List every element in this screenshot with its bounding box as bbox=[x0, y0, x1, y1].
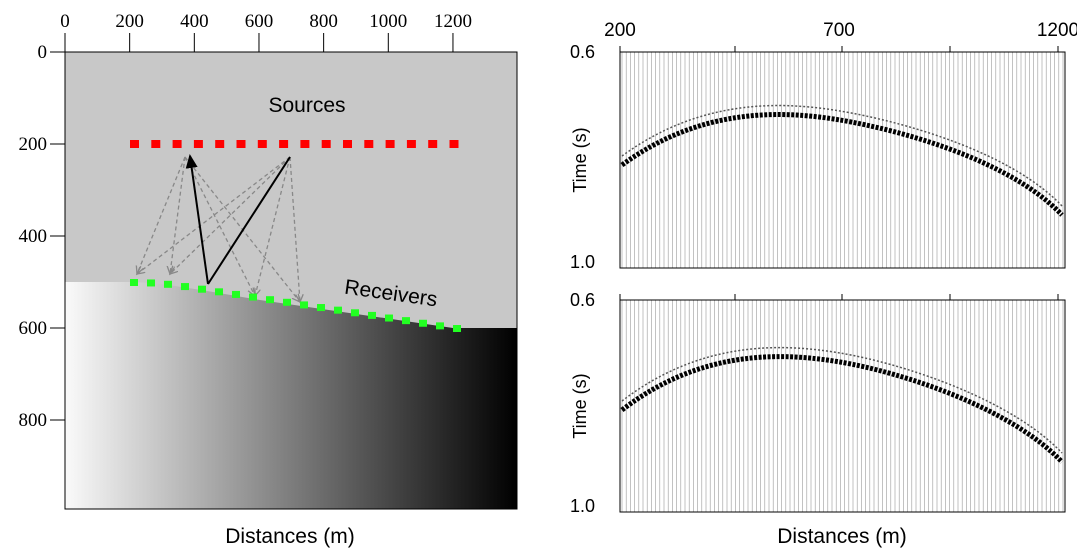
source bbox=[130, 140, 139, 148]
x-tick-label: 400 bbox=[180, 11, 209, 32]
source bbox=[449, 140, 459, 148]
panel-frame bbox=[619, 51, 1066, 269]
receiver bbox=[334, 306, 342, 314]
gather-panel: 0.6 1.0 Time (s) bbox=[570, 290, 1066, 516]
receiver bbox=[266, 296, 274, 304]
source bbox=[279, 140, 289, 148]
source bbox=[321, 140, 331, 148]
x-tick-label: 800 bbox=[309, 11, 338, 32]
x-tick-label: 200 bbox=[604, 20, 636, 41]
source bbox=[193, 140, 203, 148]
x-axis-label: Distances (m) bbox=[225, 525, 355, 548]
x-tick-label: 600 bbox=[245, 11, 274, 32]
receiver bbox=[402, 317, 410, 325]
receivers bbox=[130, 279, 461, 332]
receiver bbox=[419, 319, 427, 327]
receiver bbox=[215, 288, 223, 296]
receiver bbox=[232, 290, 240, 298]
source bbox=[343, 140, 352, 148]
y-tick-label: 600 bbox=[19, 318, 48, 339]
y-tick-label: 1.0 bbox=[570, 496, 595, 516]
receiver bbox=[368, 311, 376, 319]
y-tick-label: 0.6 bbox=[570, 290, 595, 310]
receiver bbox=[453, 325, 461, 332]
source bbox=[428, 140, 438, 148]
source bbox=[257, 140, 267, 148]
receiver bbox=[198, 285, 206, 293]
source bbox=[172, 140, 182, 148]
source bbox=[215, 140, 225, 148]
primary-ray bbox=[185, 154, 291, 285]
source bbox=[236, 140, 246, 148]
source bbox=[385, 140, 395, 148]
x-tick-label: 0 bbox=[60, 11, 70, 32]
subsurface bbox=[65, 282, 517, 509]
x-tick-label: 1000 bbox=[369, 11, 407, 32]
x-axis-label: Distances (m) bbox=[777, 525, 907, 548]
y-tick-label: 200 bbox=[19, 134, 48, 155]
receiver bbox=[147, 279, 155, 287]
receiver bbox=[130, 279, 138, 286]
x-tick-label: 700 bbox=[823, 20, 855, 41]
x-tick-label: 200 bbox=[115, 11, 144, 32]
sources-label: Sources bbox=[268, 94, 345, 117]
source bbox=[364, 140, 374, 148]
receiver bbox=[317, 304, 325, 312]
y-tick-label: 400 bbox=[19, 226, 48, 247]
wavefront-shadow bbox=[621, 104, 1063, 207]
y-axis-label: Time (s) bbox=[570, 373, 590, 438]
receiver bbox=[351, 309, 359, 317]
y-tick-label: 1.0 bbox=[570, 252, 595, 272]
receiver bbox=[385, 314, 393, 322]
source bbox=[151, 140, 161, 148]
y-axis-label: Time (s) bbox=[570, 127, 590, 192]
receiver bbox=[181, 283, 189, 291]
receiver bbox=[164, 280, 172, 288]
gather-panel: 200 700 1200 0.6 1.0 Time (s) bbox=[570, 20, 1077, 272]
source bbox=[300, 140, 310, 148]
receiver bbox=[300, 301, 308, 309]
y-tick-label: 800 bbox=[19, 410, 48, 431]
model-frame bbox=[64, 51, 518, 510]
y-tick-label: 0 bbox=[38, 42, 48, 63]
wavefront bbox=[620, 112, 1064, 217]
receiver bbox=[283, 298, 291, 306]
sources bbox=[130, 140, 459, 148]
receiver bbox=[249, 293, 257, 301]
wavefront bbox=[620, 354, 1064, 464]
source bbox=[406, 140, 416, 148]
receiver bbox=[436, 322, 444, 330]
x-tick-label: 1200 bbox=[1037, 20, 1077, 41]
x-tick-label: 1200 bbox=[434, 11, 472, 32]
y-tick-label: 0.6 bbox=[570, 42, 595, 62]
